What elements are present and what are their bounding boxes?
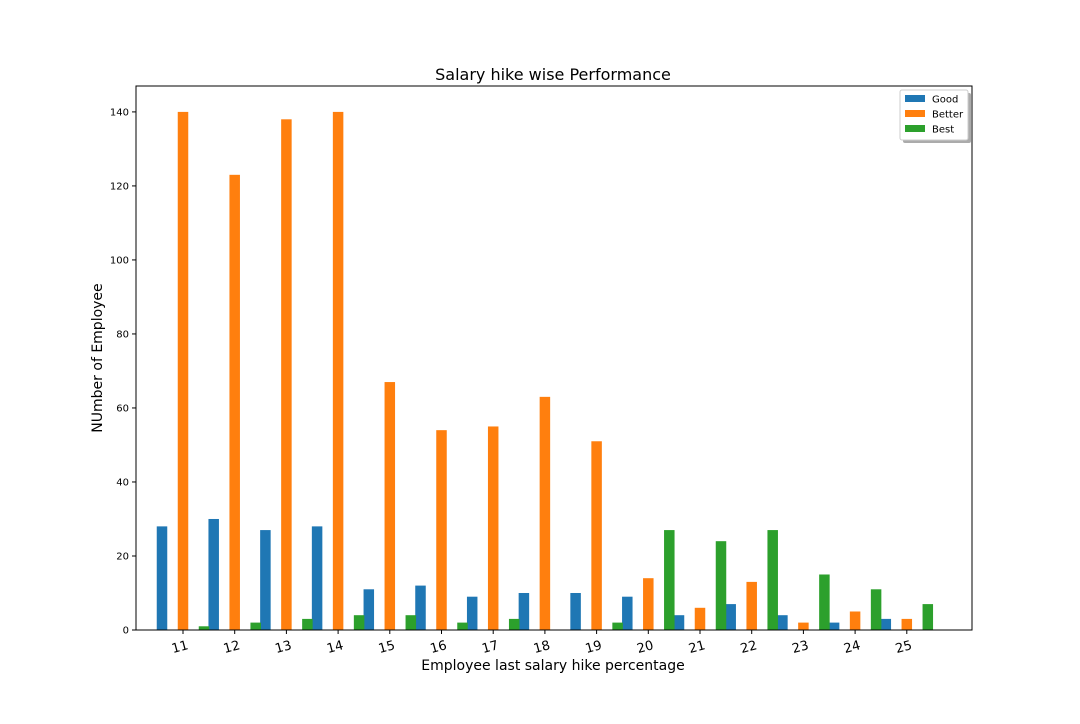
bar-better-17 [487, 426, 499, 630]
bar-better-22 [746, 581, 757, 630]
bar-good-12 [208, 518, 219, 630]
x-tick-label: 23 [791, 638, 811, 657]
legend-swatch-good [905, 95, 925, 102]
bar-better-18 [539, 396, 551, 630]
x-tick-label: 22 [739, 638, 759, 657]
y-tick-label: 20 [116, 551, 129, 562]
x-tick-label: 25 [894, 638, 914, 657]
bar-better-14 [332, 111, 344, 630]
legend-items: Good Better Best [905, 95, 964, 136]
bar-best-20 [664, 530, 675, 630]
bar-better-24 [849, 611, 861, 630]
x-tick-label: 19 [584, 638, 604, 657]
y-tick-label: 80 [116, 329, 129, 340]
bar-best-23 [819, 574, 830, 630]
bar-good-13 [260, 530, 271, 630]
x-tick-label: 21 [687, 638, 707, 657]
bar-best-11 [198, 626, 210, 630]
bar-good-14 [311, 526, 323, 630]
bar-good-20 [622, 596, 633, 630]
x-tick-label: 12 [222, 638, 242, 657]
x-tick-label: 17 [480, 638, 500, 657]
bar-good-21 [673, 615, 685, 630]
x-tick-label: 24 [842, 638, 862, 657]
bar-better-25 [901, 618, 913, 630]
bar-best-12 [250, 622, 261, 630]
bar-good-16 [415, 585, 426, 630]
bar-better-19 [591, 441, 602, 630]
y-tick-label: 100 [110, 255, 129, 266]
legend-swatch-better [905, 110, 925, 117]
bar-best-21 [715, 541, 727, 630]
legend-label-better: Better [932, 110, 964, 121]
chart-title: Salary hike wise Performance [435, 65, 671, 84]
bar-best-13 [302, 618, 313, 630]
plot-frame [135, 85, 973, 631]
bar-best-24 [870, 589, 882, 630]
bar-good-23 [777, 615, 788, 630]
x-tick-label: 20 [635, 638, 655, 657]
x-tick-label: 18 [532, 638, 552, 657]
bar-good-22 [725, 604, 736, 630]
legend-label-best: Best [932, 125, 954, 136]
bar-better-16 [436, 430, 447, 630]
bars-group [156, 111, 934, 630]
bar-better-15 [384, 382, 396, 630]
bar-good-15 [363, 589, 375, 630]
bar-good-11 [156, 526, 168, 630]
bar-good-17 [466, 596, 478, 630]
bar-best-16 [457, 622, 468, 630]
bar-best-19 [612, 622, 623, 630]
x-tick-label: 11 [170, 638, 190, 657]
y-axis: 0 20 40 60 80 100 120 140 [110, 107, 136, 637]
bar-better-12 [229, 174, 240, 630]
bar-better-23 [798, 622, 809, 630]
y-tick-label: 40 [116, 477, 129, 488]
bar-good-19 [570, 592, 581, 630]
x-axis: 11 12 13 14 15 16 17 18 19 20 21 22 23 24 25 [170, 630, 914, 657]
y-tick-label: 0 [123, 626, 129, 637]
bar-good-18 [518, 592, 530, 630]
bar-better-21 [694, 607, 706, 630]
bar-best-25 [922, 604, 934, 630]
legend-label-good: Good [932, 95, 958, 106]
x-tick-label: 13 [274, 638, 294, 657]
legend: Good Better Best [899, 89, 971, 143]
x-tick-label: 15 [377, 638, 397, 657]
legend-swatch-best [905, 125, 925, 132]
y-tick-label: 120 [110, 181, 129, 192]
bar-better-13 [281, 119, 292, 630]
y-tick-label: 140 [110, 107, 129, 118]
bar-better-20 [643, 578, 654, 630]
bar-better-11 [177, 111, 189, 630]
bar-good-25 [880, 618, 892, 630]
bar-best-15 [405, 615, 417, 630]
x-tick-label: 14 [325, 638, 345, 657]
bar-good-24 [828, 622, 840, 630]
y-tick-label: 60 [116, 403, 129, 414]
bar-best-17 [508, 618, 520, 630]
bar-best-14 [353, 615, 365, 630]
x-axis-label: Employee last salary hike percentage [421, 658, 684, 674]
y-axis-label: NUmber of Employee [90, 283, 106, 432]
bar-best-22 [767, 530, 778, 630]
x-tick-label: 16 [429, 638, 449, 657]
